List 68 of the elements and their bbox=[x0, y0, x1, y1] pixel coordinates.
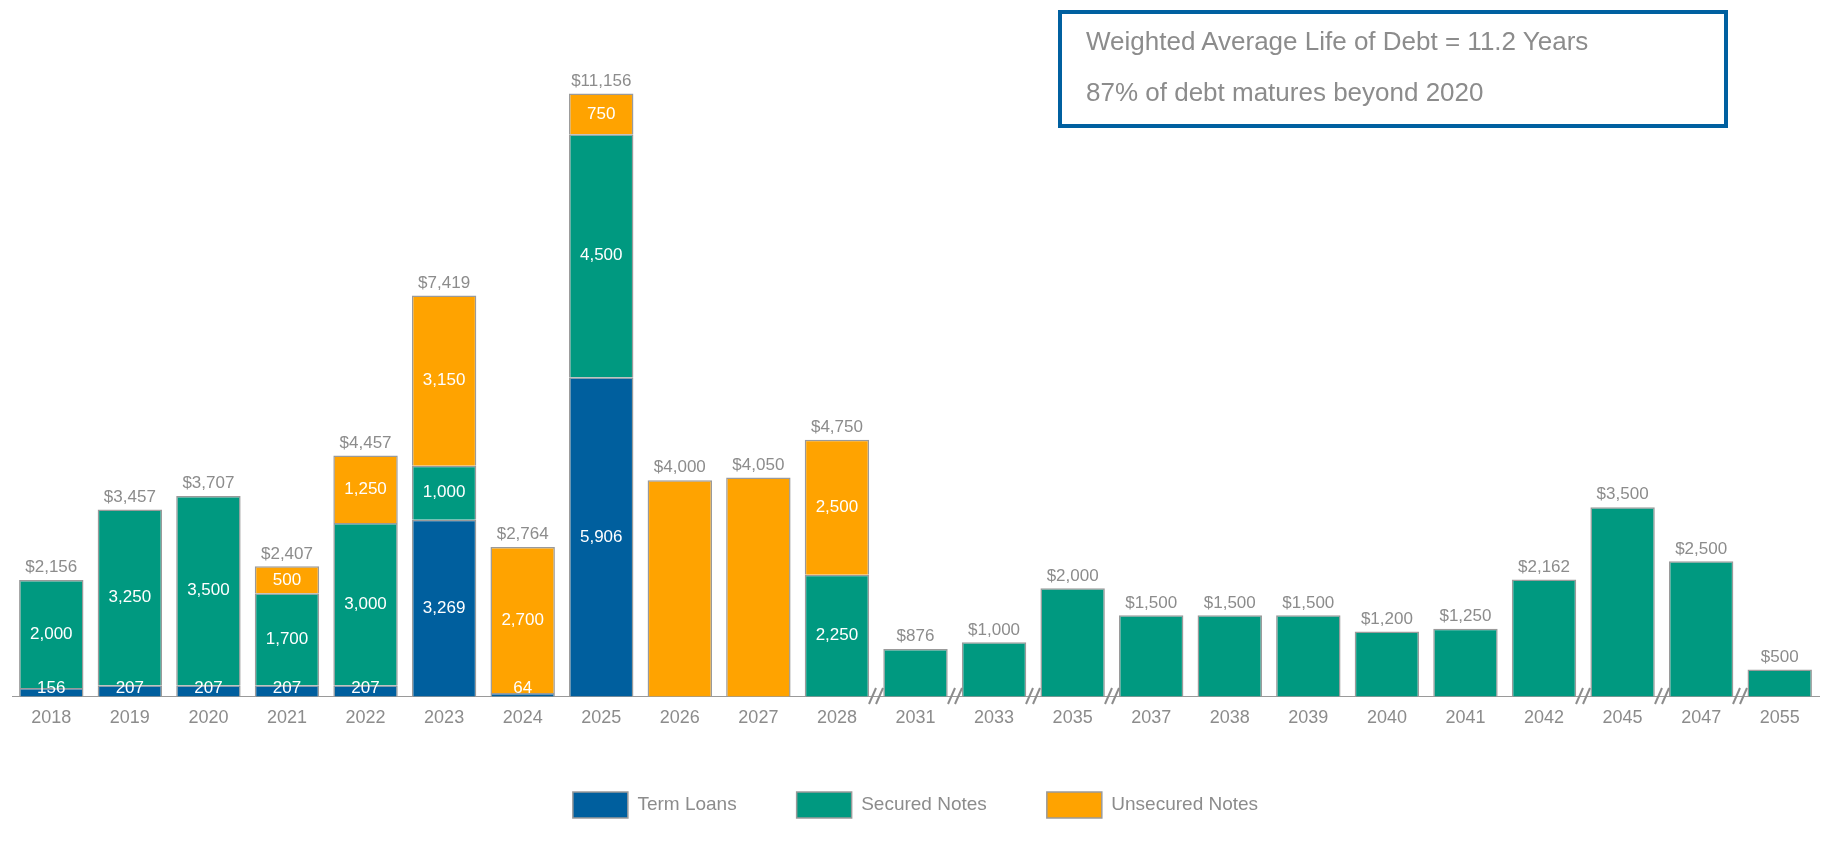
x-tick-label: 2028 bbox=[816, 707, 857, 728]
total-label: $2,000 bbox=[1046, 565, 1099, 585]
x-tick-label: 2024 bbox=[502, 707, 543, 728]
data-label: 1,700 bbox=[265, 628, 309, 648]
x-tick-label: 2031 bbox=[895, 707, 936, 728]
x-tick-label: 2021 bbox=[266, 707, 307, 728]
data-label: 3,150 bbox=[422, 370, 466, 390]
x-tick-label: 2055 bbox=[1759, 707, 1800, 728]
total-label: $2,407 bbox=[260, 543, 313, 563]
total-label: $1,250 bbox=[1439, 606, 1492, 626]
x-tick-label: 2038 bbox=[1209, 707, 1250, 728]
data-label: 2,250 bbox=[815, 625, 859, 645]
x-tick-label: 2018 bbox=[31, 707, 72, 728]
total-label: $2,156 bbox=[25, 557, 78, 577]
data-label: 2,700 bbox=[501, 609, 544, 629]
total-label: $3,707 bbox=[182, 473, 235, 493]
data-label: 2,000 bbox=[30, 623, 73, 643]
data-label: 5,906 bbox=[579, 526, 623, 546]
data-label: 3,500 bbox=[187, 580, 230, 600]
x-tick-label: 2045 bbox=[1602, 707, 1643, 728]
data-label: 3,000 bbox=[344, 593, 387, 613]
legend-label: Term Loans bbox=[637, 793, 737, 815]
total-label: $500 bbox=[1760, 646, 1799, 666]
data-label: 1,000 bbox=[422, 482, 466, 502]
total-label: $1,500 bbox=[1282, 592, 1335, 612]
total-label: $1,200 bbox=[1360, 608, 1413, 628]
text: Weighted Average Life of Debt = 11.2 Years bbox=[1086, 26, 1590, 57]
total-label: $4,050 bbox=[732, 454, 785, 474]
total-label: $876 bbox=[896, 626, 935, 646]
x-tick-label: 2035 bbox=[1052, 707, 1093, 728]
x-tick-label: 2019 bbox=[109, 707, 150, 728]
total-label: $1,500 bbox=[1203, 592, 1256, 612]
total-label: $7,419 bbox=[418, 272, 471, 292]
data-label: 750 bbox=[587, 103, 616, 123]
total-label: $4,750 bbox=[810, 416, 863, 436]
x-tick-label: 2023 bbox=[424, 707, 465, 728]
x-tick-label: 2033 bbox=[974, 707, 1015, 728]
x-tick-label: 2027 bbox=[738, 707, 779, 728]
x-tick-label: 2037 bbox=[1131, 707, 1172, 728]
x-tick-label: 2042 bbox=[1524, 707, 1565, 728]
data-label: 500 bbox=[272, 569, 302, 589]
total-label: $2,500 bbox=[1675, 538, 1728, 558]
total-label: $2,764 bbox=[496, 524, 549, 544]
total-label: $2,162 bbox=[1518, 556, 1571, 576]
total-label: $4,457 bbox=[339, 432, 392, 452]
total-label: $3,457 bbox=[103, 486, 156, 506]
x-tick-label: 2047 bbox=[1681, 707, 1722, 728]
total-label: $1,000 bbox=[968, 619, 1021, 639]
x-tick-label: 2025 bbox=[581, 707, 622, 728]
x-tick-label: 2020 bbox=[188, 707, 229, 728]
data-label: 4,500 bbox=[579, 245, 623, 265]
data-label: 64 bbox=[513, 678, 533, 698]
x-tick-label: 2041 bbox=[1445, 707, 1486, 728]
data-label: 3,269 bbox=[422, 597, 466, 617]
data-label: 3,250 bbox=[108, 587, 152, 607]
total-label: $3,500 bbox=[1596, 484, 1649, 504]
x-tick-label: 2022 bbox=[345, 707, 386, 728]
total-label: $1,500 bbox=[1125, 592, 1178, 612]
legend-label: Unsecured Notes bbox=[1111, 793, 1259, 815]
x-tick-label: 2026 bbox=[659, 707, 700, 728]
total-label: $11,156 bbox=[571, 70, 632, 90]
annotation: 87% of debt matures beyond 2020 bbox=[1086, 77, 1485, 108]
data-label: 1,250 bbox=[344, 479, 387, 499]
total-label: $4,000 bbox=[653, 457, 706, 477]
legend-label: Secured Notes bbox=[861, 793, 987, 815]
x-tick-label: 2040 bbox=[1366, 707, 1407, 728]
data-label: 2,500 bbox=[815, 496, 859, 516]
x-tick-label: 2039 bbox=[1288, 707, 1329, 728]
